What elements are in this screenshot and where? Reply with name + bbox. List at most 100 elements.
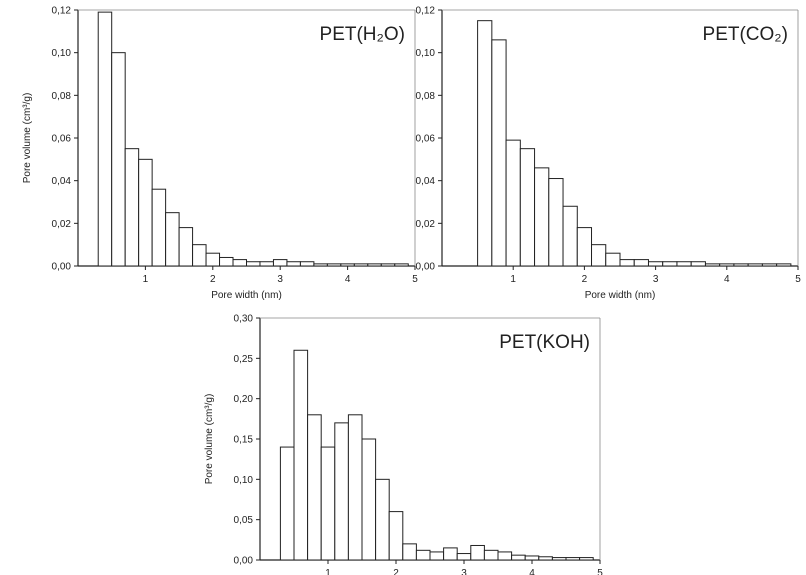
x-tick-label: 4 [724, 274, 730, 285]
x-tick-label: 5 [795, 274, 801, 285]
y-tick-label: 0,12 [52, 6, 72, 17]
histogram-bar [367, 263, 382, 267]
histogram-bar [719, 263, 735, 267]
y-tick-label: 0,06 [416, 134, 436, 145]
histogram-bar [511, 554, 526, 561]
x-tick-label: 4 [345, 274, 351, 285]
y-tick-label: 0,30 [234, 314, 254, 325]
histogram-bar [497, 551, 513, 561]
histogram-bar [375, 478, 390, 561]
histogram-bar [761, 263, 778, 267]
histogram-bar [394, 263, 409, 267]
histogram-bar [326, 263, 342, 267]
histogram-bar [733, 263, 749, 267]
histogram-bar [307, 414, 322, 561]
y-tick-label: 0,00 [416, 262, 436, 273]
histogram-bar [124, 148, 140, 267]
y-tick-label: 0,25 [234, 354, 254, 365]
y-tick-label: 0,20 [234, 394, 254, 405]
histogram-bar [313, 263, 328, 267]
histogram-bar [647, 261, 664, 267]
y-tick-label: 0,08 [52, 91, 72, 102]
histogram-bar [562, 205, 578, 267]
histogram-bar [443, 547, 458, 561]
histogram-bar [259, 261, 274, 267]
y-axis-title: Pore volume (cm³/g) [22, 93, 33, 184]
histogram-bar [388, 511, 404, 561]
histogram-bar [178, 227, 194, 267]
y-tick-label: 0,00 [52, 262, 72, 273]
y-tick-label: 0,02 [416, 219, 436, 230]
histogram-bar [402, 543, 417, 561]
x-tick-label: 3 [461, 568, 467, 575]
histogram-bar [551, 557, 567, 561]
histogram-bar [138, 158, 153, 267]
x-tick-label: 1 [143, 274, 149, 285]
y-tick-label: 0,00 [234, 556, 254, 567]
histogram-bar [320, 446, 336, 561]
histogram-bar [690, 261, 706, 267]
x-tick-label: 3 [277, 274, 283, 285]
histogram-bar [505, 139, 521, 267]
histogram-bar [272, 259, 288, 267]
histogram-bar [219, 256, 234, 267]
histogram-bar [633, 259, 649, 267]
y-tick-label: 0,06 [52, 134, 72, 145]
histogram-bar [246, 261, 261, 267]
y-tick-label: 0,04 [416, 176, 436, 187]
histogram-bar [111, 52, 126, 267]
histogram-bar [232, 259, 248, 267]
histogram-bar [97, 11, 113, 267]
histogram-bar [605, 252, 621, 267]
y-tick-label: 0,08 [416, 91, 436, 102]
histogram-bar [483, 549, 499, 561]
histogram-bar [279, 446, 295, 561]
histogram-bar [676, 261, 692, 267]
panel-title: PET(CO₂) [703, 24, 788, 45]
y-tick-label: 0,10 [234, 475, 254, 486]
histogram-bar [353, 263, 369, 267]
histogram-bar [340, 263, 355, 267]
histogram-bar [477, 20, 493, 267]
histogram-bar [286, 261, 301, 267]
histogram-bar [747, 263, 763, 267]
histogram-bar [704, 263, 721, 267]
panel-title: PET(KOH) [499, 332, 590, 353]
histogram-bar [165, 212, 180, 267]
x-axis-title: Pore width (nm) [585, 290, 656, 301]
x-axis-title: Pore width (nm) [211, 290, 282, 301]
chart-panel-1: 0,00 0,02 0,04 0,06 0,08 0,10 0,12 1 2 3 4 5 PET(H₂O… [22, 6, 418, 302]
histogram-bar [151, 188, 167, 267]
x-tick-label: 5 [412, 274, 418, 285]
histogram-bar [415, 549, 431, 561]
histogram-bar [380, 263, 396, 267]
histogram-bar [456, 553, 472, 561]
y-tick-label: 0,04 [52, 176, 72, 187]
chart-panel-2: 0,00 0,02 0,04 0,06 0,08 0,10 0,12 1 2 3 4 5 PET(CO₂… [416, 6, 802, 302]
histogram-bar [534, 167, 550, 267]
histogram-bar [519, 148, 536, 267]
histogram-bar [192, 244, 207, 267]
y-tick-label: 0,10 [416, 48, 436, 59]
histogram-bar [579, 557, 594, 561]
y-tick-label: 0,05 [234, 515, 254, 526]
histogram-bar [576, 227, 593, 267]
histogram-bar [776, 263, 792, 267]
x-tick-label: 4 [529, 568, 535, 575]
x-tick-label: 3 [653, 274, 659, 285]
y-axis-title: Pore volume (cm³/g) [204, 394, 215, 485]
y-tick-label: 0,15 [234, 435, 254, 446]
histogram-bar [334, 422, 349, 561]
histogram-bar [662, 261, 678, 267]
histogram-bar [524, 555, 540, 561]
histogram-bar [619, 259, 635, 267]
histogram-bar [205, 252, 221, 267]
histogram-bar [491, 39, 507, 267]
histogram-bar [293, 349, 309, 561]
x-tick-label: 2 [582, 274, 588, 285]
histogram-bar [565, 557, 581, 561]
histogram-bar [429, 551, 445, 561]
histogram-bar [538, 556, 553, 561]
histogram-bar [347, 414, 363, 561]
